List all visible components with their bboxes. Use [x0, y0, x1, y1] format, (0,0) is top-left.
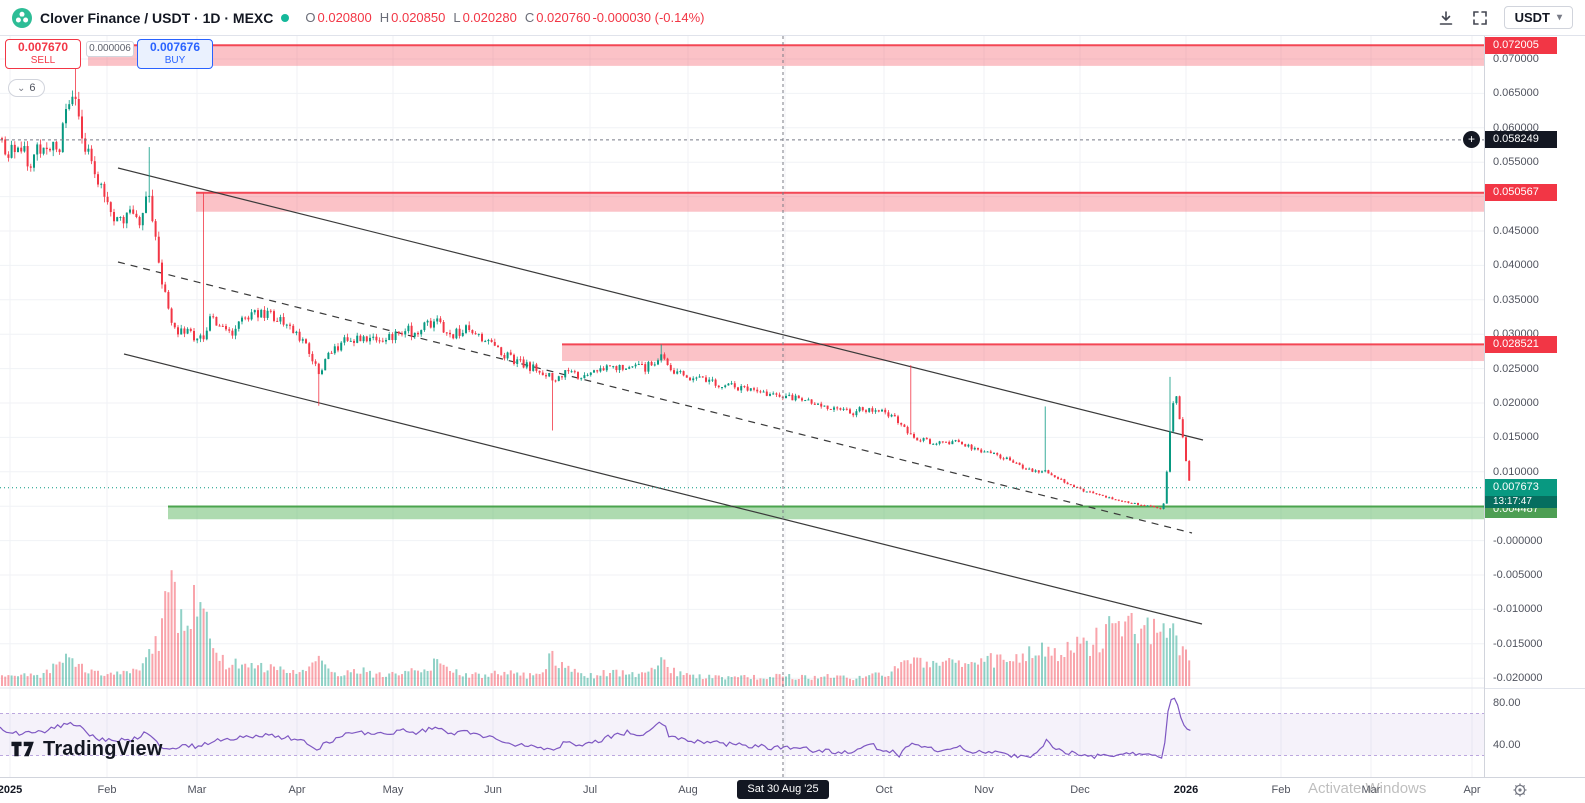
change-value: -0.000030 (-0.14%) [592, 10, 705, 25]
buy-label: BUY [164, 55, 186, 66]
time-axis-label: Apr [1463, 784, 1481, 796]
crosshair-time-badge: Sat 30 Aug '25 [737, 780, 829, 799]
fullscreen-icon[interactable] [1470, 8, 1490, 28]
zone-price-badge: 0.050567 [1485, 184, 1557, 202]
bar-countdown: 13:17:47 [1485, 496, 1557, 509]
time-axis-label: Oct [875, 784, 893, 796]
topbar-right: USDT ▾ [1436, 6, 1573, 29]
currency-selector[interactable]: USDT ▾ [1503, 6, 1573, 29]
tradingview-logo-icon [11, 741, 34, 757]
time-axis-label: Mar [187, 784, 207, 796]
price-axis[interactable]: 0.072005 0.050567 0.028521 0.004487 0.05… [1484, 36, 1585, 777]
ohlc-readout: O 0.020800 H 0.020850 L 0.020280 C 0.020760 … [297, 10, 704, 25]
time-axis-label: 2025 [0, 784, 23, 796]
sell-button[interactable]: 0.007670 SELL [5, 39, 81, 69]
time-axis-label: 2026 [1173, 784, 1199, 796]
open-label: O [305, 10, 316, 25]
time-axis-label: May [382, 784, 404, 796]
last-price-value: 0.007673 [1485, 479, 1557, 497]
market-status-icon [281, 13, 290, 22]
zone-price-badge: 0.072005 [1485, 36, 1557, 54]
time-axis[interactable]: Sat 30 Aug '25 2025 Feb Mar Apr May Jun Jul Aug… [0, 777, 1585, 803]
sell-label: SELL [30, 55, 56, 66]
download-icon[interactable] [1436, 8, 1456, 28]
collapsed-count: 6 [29, 82, 36, 94]
price-axis-label: -0.010000 [1493, 603, 1543, 616]
last-price-badge: 0.007673 13:17:47 [1485, 479, 1557, 509]
price-axis-label: 0.015000 [1493, 431, 1539, 444]
close-label: C [524, 10, 535, 25]
buy-price: 0.007676 [149, 40, 201, 54]
sell-price: 0.007670 [17, 40, 69, 54]
price-axis-label: -0.020000 [1493, 672, 1543, 685]
close-value: 0.020760 [536, 10, 591, 25]
high-value: 0.020850 [391, 10, 446, 25]
price-axis-label: 0.020000 [1493, 397, 1539, 409]
time-axis-label: Apr [288, 784, 306, 796]
spread-label: 0.000006 [86, 41, 134, 57]
indicator-axis-label: 40.00 [1493, 739, 1521, 751]
price-axis-label: 0.035000 [1493, 293, 1539, 306]
watermark-text: TradingView [43, 737, 163, 760]
pane-separator [1485, 688, 1585, 689]
buy-button[interactable]: 0.007676 BUY [137, 39, 213, 69]
price-axis-label: 0.065000 [1493, 87, 1539, 100]
chevron-down-icon: ⌄ [17, 82, 26, 94]
price-axis-label: 0.040000 [1493, 259, 1539, 272]
time-axis-label: Feb [1271, 784, 1291, 796]
open-value: 0.020800 [317, 10, 372, 25]
settings-gear-icon[interactable] [1512, 782, 1528, 803]
currency-selector-value: USDT [1514, 10, 1550, 25]
time-axis-label: Feb [97, 784, 117, 796]
zone-price-badge: 0.028521 [1485, 335, 1557, 353]
time-axis-label: Mar [1361, 784, 1381, 796]
indicator-axis-label: 80.00 [1493, 697, 1521, 709]
price-axis-label: 0.010000 [1493, 465, 1539, 478]
time-axis-label: Dec [1070, 784, 1090, 796]
time-axis-label: Jul [582, 784, 598, 796]
symbol-title[interactable]: Clover Finance / USDT · 1D · MEXC [40, 9, 274, 26]
topbar: Clover Finance / USDT · 1D · MEXC O 0.020… [0, 0, 1585, 36]
price-axis-label: 0.025000 [1493, 362, 1539, 375]
time-axis-label: Aug [678, 784, 698, 796]
price-axis-label: 0.070000 [1493, 53, 1539, 65]
time-axis-label: Jun [484, 784, 502, 796]
price-axis-label: 0.045000 [1493, 225, 1539, 237]
price-axis-label: -0.005000 [1493, 569, 1543, 581]
add-alert-plus-icon[interactable]: + [1463, 131, 1480, 149]
low-label: L [453, 10, 461, 25]
low-value: 0.020280 [462, 10, 517, 25]
tradingview-watermark[interactable]: TradingView [10, 736, 163, 762]
time-axis-label: Nov [974, 784, 994, 796]
price-axis-label: -0.000000 [1493, 534, 1543, 547]
high-label: H [379, 10, 390, 25]
price-axis-label: 0.055000 [1493, 156, 1539, 169]
symbol-area: Clover Finance / USDT · 1D · MEXC O 0.020… [12, 7, 704, 28]
collapsed-legend-toggle[interactable]: ⌄ 6 [8, 79, 45, 97]
chevron-down-icon: ▾ [1556, 12, 1562, 23]
crosshair-price-badge: 0.058249 [1485, 131, 1557, 149]
price-axis-label: 0.060000 [1493, 121, 1539, 134]
clover-finance-logo-icon [12, 7, 32, 28]
price-axis-label: -0.015000 [1493, 637, 1543, 650]
